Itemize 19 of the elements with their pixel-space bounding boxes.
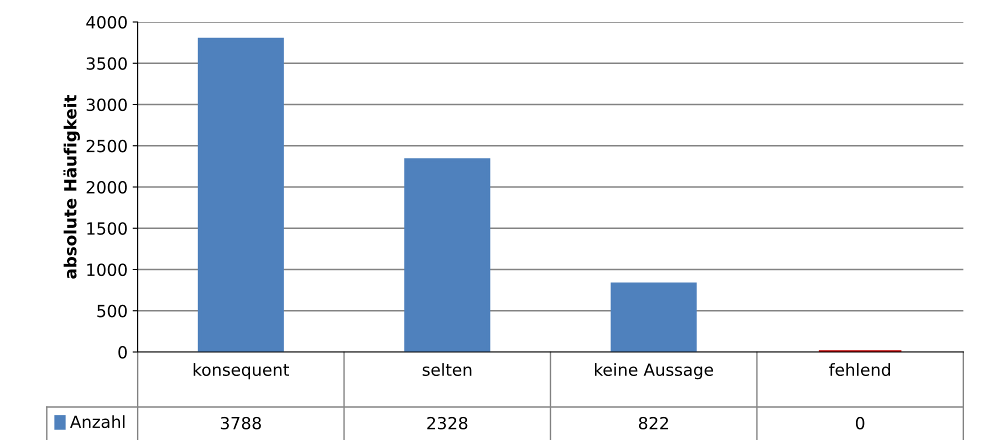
y-tick-label: 4000 bbox=[86, 16, 127, 29]
y-tick-label: 0 bbox=[118, 346, 127, 359]
x-tick-label: fehlend bbox=[829, 363, 890, 376]
y-tick-label: 1000 bbox=[87, 263, 127, 276]
x-tick-label: konsequent bbox=[194, 363, 290, 380]
legend-label: Anzahl bbox=[70, 415, 124, 428]
x-tick-label: selten bbox=[422, 363, 472, 376]
x-tick-label: keine Aussage bbox=[594, 363, 714, 380]
y-tick-label: 2500 bbox=[86, 140, 127, 152]
data-label: 2328 bbox=[427, 416, 468, 430]
data-label: 3788 bbox=[220, 416, 261, 430]
y-tick-label: 1500 bbox=[87, 222, 127, 235]
y-tick-label: 3000 bbox=[86, 98, 127, 112]
data-label: 822 bbox=[638, 416, 668, 430]
y-tick-label: 500 bbox=[97, 304, 127, 318]
y-axis-title: absolute Häufigkeit bbox=[63, 94, 80, 279]
y-tick-label: 2000 bbox=[86, 180, 127, 194]
data-label: 0 bbox=[856, 416, 864, 430]
y-tick-label: 3500 bbox=[86, 57, 127, 70]
